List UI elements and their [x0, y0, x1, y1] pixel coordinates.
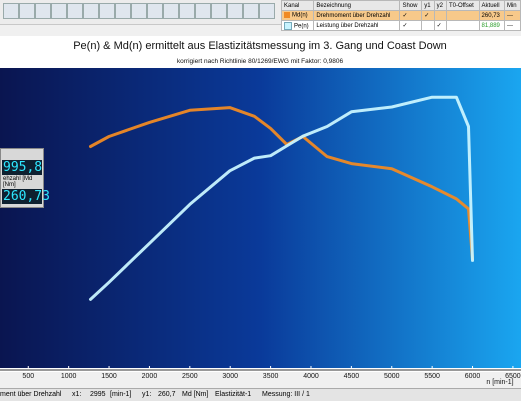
cell: ---: [503, 20, 521, 31]
column-header: Aktuell: [478, 0, 505, 11]
status-text: 260,7: [158, 391, 176, 398]
x-tick-label: 6500: [505, 373, 521, 380]
column-header: Show: [399, 0, 423, 11]
toolbar-button[interactable]: [67, 3, 83, 19]
table-row[interactable]: Md(n) Drehmoment über Drehzahl ✓ ✓ 260,73…: [280, 10, 521, 21]
toolbar-button[interactable]: [19, 3, 35, 19]
data-line: [89, 95, 474, 301]
status-text: [min-1]: [110, 391, 132, 398]
column-header: y1: [421, 0, 435, 11]
status-text: ment über Drehzahl: [0, 391, 62, 398]
cell: [445, 10, 480, 21]
check[interactable]: ✓: [433, 20, 447, 31]
channel-table: Kanal Bezeichnung Show y1 y2 T0-Offset Aktuell…: [280, 0, 521, 31]
toolbar-button[interactable]: [3, 3, 19, 19]
column-header: T0-Offset: [445, 0, 480, 11]
x-tick-label: 5500: [424, 373, 440, 380]
cell: Drehmoment über Drehzahl: [313, 10, 401, 21]
cell-text: Pe(n): [294, 23, 309, 30]
chart: Pe(n) & Md(n) ermittelt aus Elastizitäts…: [0, 36, 521, 386]
toolbar-button[interactable]: [259, 3, 275, 19]
readout-y: 260,73: [2, 189, 50, 204]
column-header: Kanal: [280, 0, 315, 11]
x-tick-label: 3000: [222, 373, 238, 380]
toolbar-button[interactable]: [99, 3, 115, 19]
toolbar-button[interactable]: [243, 3, 259, 19]
status-text: Md [Nm]: [182, 391, 209, 398]
toolbar-button[interactable]: [211, 3, 227, 19]
status-bar: ment über Drehzahl x1: 2995 [min-1] y1: 260,7…: [0, 388, 521, 401]
toolbar-button[interactable]: [179, 3, 195, 19]
status-text: Messung: III / 1: [262, 391, 310, 398]
toolbar-button[interactable]: [83, 3, 99, 19]
status-text: x1:: [72, 391, 82, 398]
x-tick-label: 2000: [142, 373, 158, 380]
toolbar-button[interactable]: [227, 3, 243, 19]
plot-area: [0, 68, 521, 368]
column-header: y2: [433, 0, 447, 11]
x-tick-label: 1500: [101, 373, 117, 380]
cell: [445, 20, 480, 31]
x-axis-label: n [min-1]: [486, 379, 513, 386]
cell: Md(n): [280, 10, 315, 21]
toolbar-button[interactable]: [195, 3, 211, 19]
x-tick-label: 3500: [263, 373, 279, 380]
check[interactable]: ✓: [399, 20, 423, 31]
toolbar-button[interactable]: [163, 3, 179, 19]
panel-header: [1, 149, 43, 159]
toolbar-button[interactable]: [51, 3, 67, 19]
x-tick-label: 4500: [344, 373, 360, 380]
toolbar-button[interactable]: [115, 3, 131, 19]
readout-x: 995,8: [2, 160, 43, 175]
x-tick-label: 5000: [384, 373, 400, 380]
toolbar-button[interactable]: [35, 3, 51, 19]
cell: [421, 20, 435, 31]
x-tick-label: 500: [22, 373, 34, 380]
cell: Pe(n): [280, 20, 315, 31]
toolbar-button[interactable]: [147, 3, 163, 19]
cell: 260,73: [478, 10, 505, 21]
check[interactable]: ✓: [399, 10, 423, 21]
cell-text: Md(n): [292, 12, 308, 19]
chart-subtitle: korrigiert nach Richtlinie 80/1269/EWG m…: [177, 58, 344, 65]
column-header: Bezeichnung: [313, 0, 401, 11]
cell: [433, 10, 447, 21]
x-tick-label: 6000: [465, 373, 481, 380]
status-text: 2995: [90, 391, 106, 398]
readout-label: ehzahl [Md [Nm]: [3, 176, 33, 188]
x-tick-label: 1000: [61, 373, 77, 380]
x-tick-label: 4000: [303, 373, 319, 380]
toolbar-button[interactable]: [131, 3, 147, 19]
readout-panel: 995,8 ehzahl [Md [Nm] 260,73: [0, 148, 50, 208]
cell: Leistung über Drehzahl: [313, 20, 401, 31]
status-text: y1:: [142, 391, 152, 398]
cell: ---: [503, 10, 521, 21]
chart-title: Pe(n) & Md(n) ermittelt aus Elastizitäts…: [73, 40, 447, 52]
check[interactable]: ✓: [421, 10, 435, 21]
cell: 81,889: [478, 20, 505, 31]
table-row[interactable]: Pe(n) Leistung über Drehzahl ✓ ✓ 81,889 -…: [280, 20, 521, 31]
column-header: Min: [503, 0, 521, 11]
x-tick-label: 2500: [182, 373, 198, 380]
status-text: Elastizität-1: [215, 391, 252, 398]
table-header: Kanal Bezeichnung Show y1 y2 T0-Offset Aktuell…: [280, 0, 521, 11]
